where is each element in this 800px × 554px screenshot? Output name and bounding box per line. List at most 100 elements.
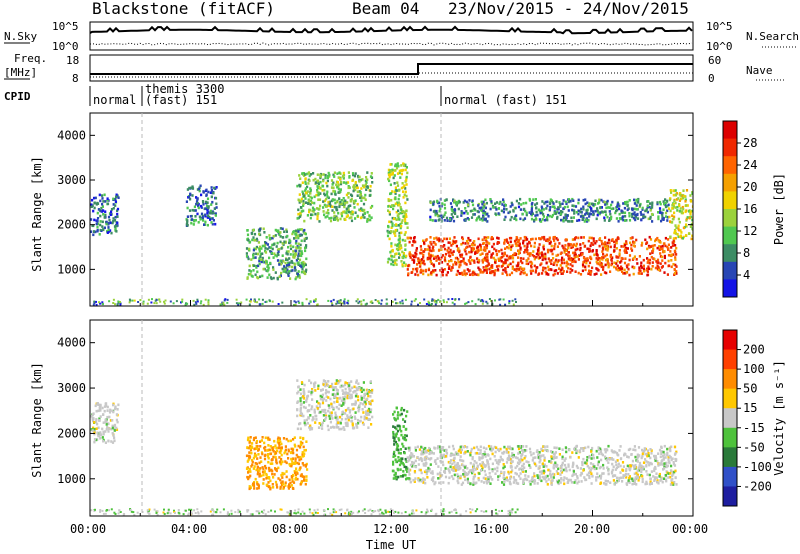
scatter-cell (591, 446, 594, 450)
scatter-cell (525, 247, 528, 250)
scatter-cell (393, 182, 396, 185)
scatter-cell (286, 264, 289, 267)
scatter-cell (449, 248, 452, 252)
scatter-cell (580, 447, 583, 450)
scatter-cell (547, 268, 550, 272)
scatter-cell (254, 273, 257, 277)
scatter-cell (296, 257, 299, 260)
scatter-cell (527, 257, 530, 260)
scatter-cell (309, 414, 312, 417)
scatter-cell (667, 243, 670, 247)
scatter-cell (310, 201, 314, 204)
scatter-cell (519, 257, 522, 260)
scatter-cell (296, 184, 299, 188)
scatter-cell (493, 272, 496, 275)
scatter-cell (369, 410, 372, 413)
scatter-cell (427, 457, 430, 460)
scatter-cell (349, 409, 352, 412)
scatter-cell (456, 269, 460, 273)
scatter-cell (96, 202, 100, 205)
scatter-cell (105, 420, 108, 424)
ground-scatter-cell (474, 303, 477, 306)
scatter-cell (642, 216, 645, 220)
scatter-cell (363, 394, 366, 398)
ground-scatter-cell (336, 300, 339, 303)
scatter-cell (416, 267, 419, 270)
scatter-cell (591, 202, 594, 206)
scatter-cell (303, 478, 306, 481)
scatter-cell (466, 268, 469, 271)
scatter-cell (558, 267, 561, 270)
scatter-cell (399, 475, 402, 478)
scatter-cell (663, 202, 666, 206)
scatter-cell (269, 462, 272, 465)
scatter-cell (620, 209, 623, 212)
scatter-cell (688, 216, 691, 220)
scatter-cell (289, 481, 292, 485)
scatter-cell (489, 271, 492, 275)
ground-scatter-cell (158, 298, 161, 301)
scatter-cell (391, 260, 395, 263)
scatter-cell (354, 394, 358, 398)
scatter-cell (259, 467, 262, 470)
ground-scatter-cell (237, 303, 240, 306)
scatter-cell (509, 262, 512, 266)
scatter-cell (586, 208, 589, 212)
scatter-cell (359, 190, 362, 194)
scatter-cell (660, 219, 663, 223)
scatter-cell (309, 187, 312, 190)
scatter-cell (517, 261, 520, 265)
scatter-cell (481, 261, 484, 264)
scatter-cell (412, 261, 416, 264)
scatter-cell (399, 211, 402, 215)
ground-scatter-cell (419, 302, 421, 304)
scatter-cell (370, 216, 373, 219)
scatter-cell (294, 476, 298, 480)
scatter-cell (570, 257, 573, 260)
scatter-cell (611, 474, 615, 478)
scatter-cell (324, 215, 327, 219)
scatter-cell (354, 403, 357, 406)
scatter-cell (186, 188, 189, 191)
scatter-cell (485, 201, 488, 205)
scatter-cell (670, 253, 673, 257)
ground-scatter-cell (258, 303, 261, 306)
ground-scatter-cell (465, 302, 468, 305)
scatter-cell (364, 400, 367, 404)
scatter-cell (486, 476, 489, 479)
scatter-cell (524, 248, 527, 252)
scatter-cell (254, 256, 257, 259)
scatter-cell (446, 219, 449, 222)
scatter-cell (299, 422, 302, 425)
scatter-cell (497, 478, 500, 481)
scatter-cell (528, 252, 532, 255)
scatter-cell (570, 216, 573, 220)
scatter-cell (513, 268, 516, 271)
scatter-cell (412, 455, 415, 458)
scatter-cell (403, 465, 406, 469)
scatter-cell (659, 209, 662, 213)
scatter-cell (296, 477, 299, 481)
scatter-cell (348, 416, 351, 419)
scatter-cell (606, 215, 609, 219)
scatter-cell (458, 265, 461, 269)
scatter-cell (331, 393, 334, 396)
scatter-cell (397, 224, 401, 227)
ground-scatter-cell (175, 300, 178, 303)
scatter-cell (371, 204, 374, 208)
scatter-cell (333, 205, 336, 209)
scatter-cell (491, 270, 494, 273)
scatter-cell (463, 452, 466, 455)
scatter-cell (466, 450, 469, 453)
ground-scatter-cell (410, 300, 413, 303)
scatter-cell (395, 223, 398, 226)
scatter-cell (471, 247, 475, 250)
scatter-cell (214, 196, 218, 200)
scatter-cell (108, 427, 111, 430)
scatter-cell (308, 210, 311, 214)
scatter-cell (572, 472, 575, 476)
scatter-cell (260, 258, 263, 261)
scatter-cell (333, 190, 337, 193)
scatter-cell (658, 245, 661, 248)
scatter-cell (397, 209, 400, 213)
